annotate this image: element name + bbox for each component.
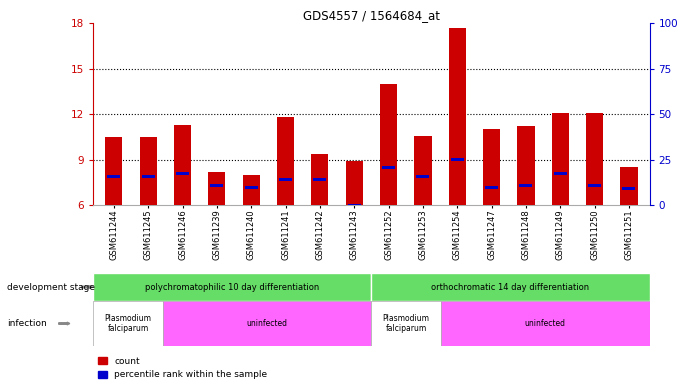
Bar bbox=[107, 175, 120, 178]
Bar bbox=[277, 117, 294, 205]
Bar bbox=[551, 113, 569, 205]
Bar bbox=[105, 137, 122, 205]
Bar bbox=[417, 175, 429, 178]
Bar bbox=[441, 301, 650, 346]
Bar bbox=[140, 137, 157, 205]
Bar bbox=[448, 28, 466, 205]
Bar bbox=[348, 204, 361, 207]
Bar bbox=[520, 184, 532, 187]
Bar bbox=[372, 273, 650, 301]
Bar bbox=[279, 178, 292, 181]
Bar bbox=[312, 154, 328, 205]
Bar bbox=[208, 172, 225, 205]
Text: orthochromatic 14 day differentiation: orthochromatic 14 day differentiation bbox=[431, 283, 589, 291]
Legend: count, percentile rank within the sample: count, percentile rank within the sample bbox=[98, 357, 267, 379]
Bar bbox=[243, 175, 260, 205]
Text: infection: infection bbox=[7, 319, 47, 328]
Bar bbox=[588, 184, 601, 187]
Bar bbox=[586, 113, 603, 205]
Bar bbox=[623, 187, 636, 190]
Bar bbox=[415, 136, 431, 205]
Title: GDS4557 / 1564684_at: GDS4557 / 1564684_at bbox=[303, 9, 440, 22]
Text: uninfected: uninfected bbox=[524, 319, 566, 328]
Bar bbox=[485, 186, 498, 189]
Bar bbox=[451, 159, 464, 161]
Text: Plasmodium
falciparum: Plasmodium falciparum bbox=[383, 314, 430, 333]
Text: uninfected: uninfected bbox=[247, 319, 287, 328]
Bar bbox=[176, 172, 189, 175]
Bar bbox=[346, 161, 363, 205]
Bar bbox=[93, 301, 163, 346]
Bar bbox=[93, 273, 372, 301]
Bar bbox=[483, 129, 500, 205]
Bar bbox=[211, 184, 223, 187]
Bar bbox=[142, 175, 155, 178]
Bar bbox=[518, 126, 535, 205]
Bar bbox=[372, 301, 441, 346]
Bar bbox=[314, 178, 326, 181]
Bar bbox=[553, 172, 567, 175]
Bar bbox=[621, 167, 638, 205]
Bar bbox=[382, 166, 395, 169]
Bar bbox=[380, 84, 397, 205]
Text: Plasmodium
falciparum: Plasmodium falciparum bbox=[104, 314, 151, 333]
Bar bbox=[163, 301, 372, 346]
Bar bbox=[245, 186, 258, 189]
Text: development stage: development stage bbox=[7, 283, 95, 291]
Text: polychromatophilic 10 day differentiation: polychromatophilic 10 day differentiatio… bbox=[145, 283, 319, 291]
Bar bbox=[174, 125, 191, 205]
